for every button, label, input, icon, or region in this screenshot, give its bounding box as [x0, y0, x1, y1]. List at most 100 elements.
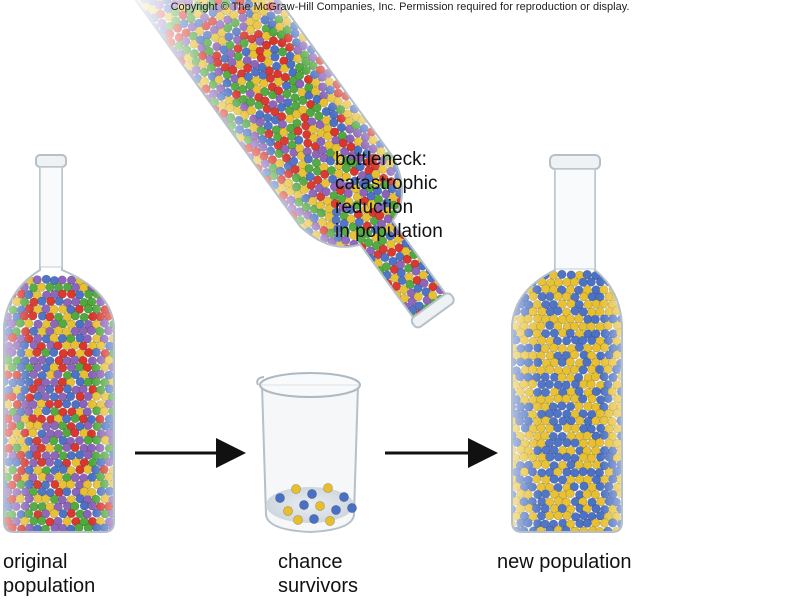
new-bead	[507, 270, 516, 279]
pouring-bead	[378, 307, 390, 319]
pouring-bead	[354, 296, 366, 308]
pouring-bead	[362, 301, 374, 313]
pouring-bead	[452, 244, 464, 256]
pouring-bead	[359, 267, 371, 279]
beaker	[257, 373, 360, 532]
pouring-bead	[445, 241, 457, 253]
pouring-bead	[370, 295, 382, 307]
new-bead	[617, 270, 626, 279]
pouring-bead	[328, 253, 340, 265]
survivor-bead	[275, 493, 284, 502]
pouring-bead	[361, 292, 373, 304]
pouring-bead	[336, 256, 348, 268]
pouring-bead	[431, 259, 443, 271]
new-bead	[521, 277, 530, 286]
new-bottle-lip	[550, 155, 600, 169]
pouring-bead	[313, 246, 325, 258]
survivor-bead	[291, 484, 300, 493]
pouring-bead	[343, 251, 355, 263]
pouring-bead	[363, 308, 375, 320]
pouring-bead	[353, 288, 365, 300]
new-bead	[512, 278, 521, 287]
pouring-bead	[443, 233, 455, 245]
original-label-line: original	[3, 550, 95, 574]
original-bead	[8, 276, 17, 285]
original-population-label: original population	[3, 550, 95, 598]
pouring-bead	[372, 328, 384, 340]
pouring-bead	[355, 305, 367, 317]
survivor-bead	[339, 492, 348, 501]
pouring-bead	[392, 305, 404, 317]
pouring-bead	[368, 286, 380, 298]
pouring-bead	[376, 290, 388, 302]
pouring-bead	[372, 320, 384, 332]
bottleneck-label-line: bottleneck:	[335, 148, 443, 172]
pouring-bead	[345, 276, 357, 288]
pouring-bead	[350, 254, 362, 266]
survivor-bead	[307, 489, 316, 498]
original-bottle	[0, 155, 118, 534]
pouring-bead	[429, 242, 441, 254]
pouring-bead	[438, 262, 450, 274]
bottleneck-label: bottleneck: catastrophic reduction in po…	[335, 148, 443, 244]
pouring-bead	[330, 270, 342, 282]
chance-label-line: chance	[278, 550, 358, 574]
pouring-bead	[395, 322, 407, 334]
new-bead	[516, 285, 525, 294]
new-bead	[608, 271, 617, 280]
chance-label-line: survivors	[278, 574, 358, 598]
pouring-bead	[329, 261, 341, 273]
pouring-bead	[430, 250, 442, 262]
pouring-bead	[370, 303, 382, 315]
pouring-bead	[364, 318, 376, 330]
new-bead	[613, 279, 622, 288]
pouring-bead	[350, 247, 362, 259]
copyright-notice: Copyright © The McGraw-Hill Companies, I…	[0, 0, 800, 14]
pouring-bead	[367, 278, 379, 290]
survivor-bead	[315, 501, 324, 510]
pouring-bead	[345, 268, 357, 280]
pouring-bead	[366, 270, 378, 282]
original-bead	[0, 275, 9, 284]
pouring-bead	[387, 318, 399, 330]
pouring-bead	[437, 246, 449, 258]
survivor-bead	[347, 503, 356, 512]
pouring-bead	[351, 263, 363, 275]
pouring-bead	[445, 258, 457, 270]
pouring-bead	[361, 283, 373, 295]
original-bead	[109, 276, 118, 285]
original-bead	[96, 283, 105, 292]
pouring-bead	[348, 293, 360, 305]
survivor-bead	[331, 505, 340, 514]
pouring-bead	[452, 253, 464, 265]
original-bead	[110, 290, 119, 299]
pouring-bead	[453, 260, 465, 272]
pouring-bead	[337, 264, 349, 276]
pouring-bead	[469, 268, 481, 280]
original-bead	[92, 275, 101, 284]
survivor-bead	[325, 516, 334, 525]
pouring-bead	[454, 278, 466, 290]
original-bottle-neck-glass	[40, 167, 62, 267]
new-bead	[617, 286, 626, 295]
survivor-bead	[283, 506, 292, 515]
pouring-bead	[385, 302, 397, 314]
new-bead	[533, 270, 542, 279]
pouring-bead	[447, 266, 459, 278]
pouring-bead	[379, 315, 391, 327]
pouring-bead	[375, 281, 387, 293]
pouring-bead	[454, 269, 466, 281]
pouring-bead	[320, 258, 332, 270]
chance-survivors-label: chance survivors	[278, 550, 358, 598]
pouring-bead	[381, 331, 393, 343]
pouring-bead	[387, 327, 399, 339]
pouring-bead	[338, 281, 350, 293]
pouring-bead	[462, 273, 474, 285]
pouring-bead	[360, 275, 372, 287]
original-bead	[4, 283, 13, 292]
new-population-label: new population	[497, 550, 632, 574]
pouring-bead	[386, 310, 398, 322]
new-bead	[508, 300, 517, 309]
